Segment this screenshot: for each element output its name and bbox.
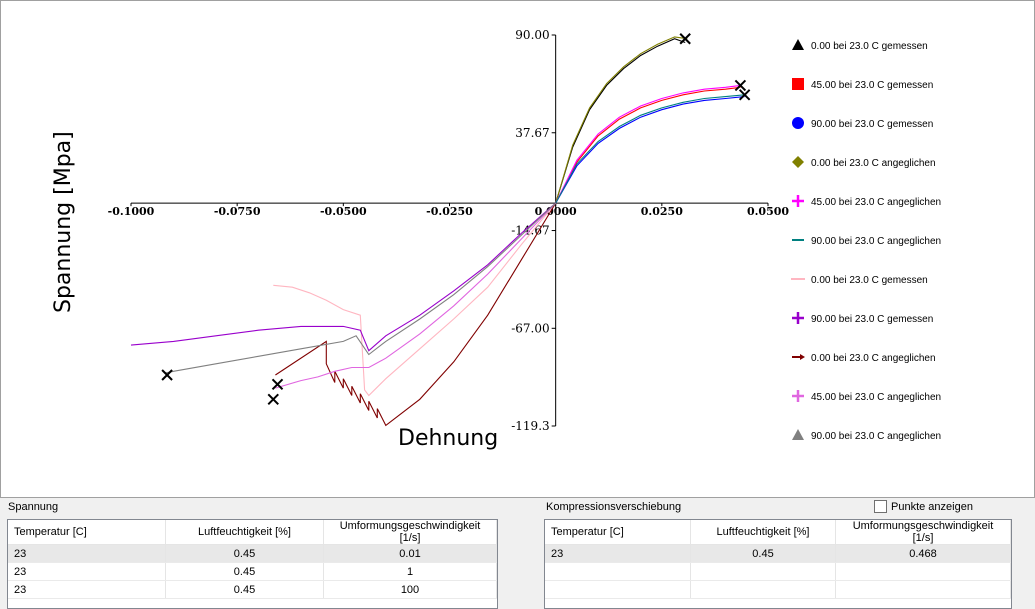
legend-marker-plus-icon <box>792 195 804 207</box>
cell: 0.45 <box>165 544 324 563</box>
y-tick-label: 37.67 <box>515 126 549 140</box>
cell: 23 <box>8 580 166 599</box>
y-tick-label: -119.3 <box>511 419 549 433</box>
legend-marker-square-icon <box>792 78 804 90</box>
table-row[interactable] <box>545 580 1011 599</box>
show-points-checkbox[interactable]: Punkte anzeigen <box>874 500 973 513</box>
legend-label: 45.00 bei 23.0 C angeglichen <box>811 197 941 208</box>
legend-label: 90.00 bei 23.0 C gemessen <box>811 119 933 130</box>
series-line-6 <box>273 202 557 397</box>
table-row[interactable] <box>545 562 1011 581</box>
table-row[interactable]: 23 0.45 1 <box>8 562 497 581</box>
series-line-5 <box>555 94 745 204</box>
legend-marker-plus-icon <box>792 312 804 324</box>
checkbox-box[interactable] <box>874 500 887 513</box>
series-line-1 <box>555 86 741 204</box>
legend-label: 0.00 bei 23.0 C angeglichen <box>811 353 936 364</box>
x-tick-label: 0.0500 <box>747 205 789 218</box>
cell: 0.468 <box>835 544 1011 563</box>
legend-label: 90.00 bei 23.0 C angeglichen <box>811 236 941 247</box>
series-line-10 <box>164 202 557 374</box>
legend-item-1[interactable]: 45.00 bei 23.0 C gemessen <box>792 78 933 91</box>
stress-strain-chart: -0.1000 -0.0750 -0.0500 -0.0250 0.0000 0.0250… <box>51 28 941 451</box>
cell: 100 <box>323 580 497 599</box>
end-marker-4 <box>271 378 284 391</box>
legend-label: 45.00 bei 23.0 C angeglichen <box>811 392 941 403</box>
end-marker-2 <box>738 89 751 101</box>
col-temperature[interactable]: Temperatur [C] <box>545 520 691 545</box>
y-tick-label: 90.00 <box>515 28 549 42</box>
x-tick-label: 0.0250 <box>641 205 683 218</box>
legend-label: 0.00 bei 23.0 C gemessen <box>811 275 928 286</box>
col-humidity[interactable]: Luftfeuchtigkeit [%] <box>165 520 324 545</box>
compression-table[interactable]: Temperatur [C] Luftfeuchtigkeit [%] Umfo… <box>544 519 1012 609</box>
col-strain-rate[interactable]: Umformungsgeschwindigkeit [1/s] <box>835 520 1011 545</box>
x-tick-label: -0.0500 <box>320 205 367 218</box>
plot-panel[interactable]: -0.1000 -0.0750 -0.0500 -0.0250 0.0000 0.0250… <box>0 0 1035 498</box>
series-line-9 <box>275 202 557 389</box>
legend-marker-diamond-icon <box>792 156 804 168</box>
legend-marker-triangle-icon <box>792 429 804 440</box>
cell: 23 <box>545 544 691 563</box>
stress-table[interactable]: Temperatur [C] Luftfeuchtigkeit [%] Umfo… <box>7 519 498 609</box>
table-row[interactable]: 23 0.45 0.468 <box>545 544 1011 563</box>
legend-item-10[interactable]: 90.00 bei 23.0 C angeglichen <box>792 429 941 442</box>
legend-marker-plus-icon <box>792 390 804 402</box>
show-points-label: Punkte anzeigen <box>891 500 973 513</box>
series-line-2 <box>555 96 745 204</box>
legend-marker-triangle-icon <box>792 39 804 50</box>
cell: 0.45 <box>690 544 836 563</box>
legend-label: 0.00 bei 23.0 C gemessen <box>811 41 928 52</box>
col-humidity[interactable]: Luftfeuchtigkeit [%] <box>690 520 836 545</box>
cell: 0.45 <box>165 562 324 581</box>
legend-label: 45.00 bei 23.0 C gemessen <box>811 80 933 91</box>
end-marker-1 <box>734 79 747 92</box>
cell: 1 <box>323 562 497 581</box>
x-axis-title: Dehnung <box>398 426 498 451</box>
stress-panel-title: Spannung <box>8 501 59 513</box>
cell: 0.45 <box>165 580 324 599</box>
col-temperature[interactable]: Temperatur [C] <box>8 520 166 545</box>
legend-marker-arrow-icon <box>792 354 805 360</box>
x-tick-label: 0.0000 <box>535 205 577 218</box>
x-tick-label: -0.0750 <box>214 205 261 218</box>
y-tick-label: -67.00 <box>511 321 549 335</box>
table-row[interactable]: 23 0.45 100 <box>8 580 497 599</box>
series-line-8 <box>275 202 557 427</box>
legend-item-8[interactable]: 0.00 bei 23.0 C angeglichen <box>792 353 936 364</box>
legend-item-5[interactable]: 90.00 bei 23.0 C angeglichen <box>792 236 941 247</box>
end-marker-5 <box>267 393 279 405</box>
col-strain-rate[interactable]: Umformungsgeschwindigkeit [1/s] <box>323 520 497 545</box>
table-row[interactable]: 23 0.45 0.01 <box>8 544 497 563</box>
series-line-3 <box>555 36 688 204</box>
compression-panel-title: Kompressionsverschiebung <box>546 501 682 513</box>
x-tick-label: -0.1000 <box>108 205 155 218</box>
legend-label: 0.00 bei 23.0 C angeglichen <box>811 158 936 169</box>
legend-label: 90.00 bei 23.0 C gemessen <box>811 314 933 325</box>
cell: 23 <box>8 562 166 581</box>
y-axis-title: Spannung [Mpa] <box>51 131 76 313</box>
cell: 0.01 <box>323 544 497 563</box>
legend-item-0[interactable]: 0.00 bei 23.0 C gemessen <box>792 39 928 52</box>
legend-item-9[interactable]: 45.00 bei 23.0 C angeglichen <box>792 390 941 403</box>
legend-item-4[interactable]: 45.00 bei 23.0 C angeglichen <box>792 195 941 208</box>
legend-marker-circle-icon <box>792 117 804 129</box>
legend-label: 90.00 bei 23.0 C angeglichen <box>811 431 941 442</box>
series-line-7 <box>130 202 557 352</box>
legend-item-3[interactable]: 0.00 bei 23.0 C angeglichen <box>792 156 936 169</box>
end-marker-0 <box>679 33 691 45</box>
cell: 23 <box>8 544 166 563</box>
end-marker-3 <box>161 369 173 381</box>
series-line-0 <box>555 38 686 204</box>
series-line-4 <box>555 84 741 204</box>
legend-item-6[interactable]: 0.00 bei 23.0 C gemessen <box>791 275 928 286</box>
legend-item-2[interactable]: 90.00 bei 23.0 C gemessen <box>792 117 933 130</box>
x-tick-label: -0.0250 <box>426 205 473 218</box>
legend-item-7[interactable]: 90.00 bei 23.0 C gemessen <box>792 312 933 325</box>
